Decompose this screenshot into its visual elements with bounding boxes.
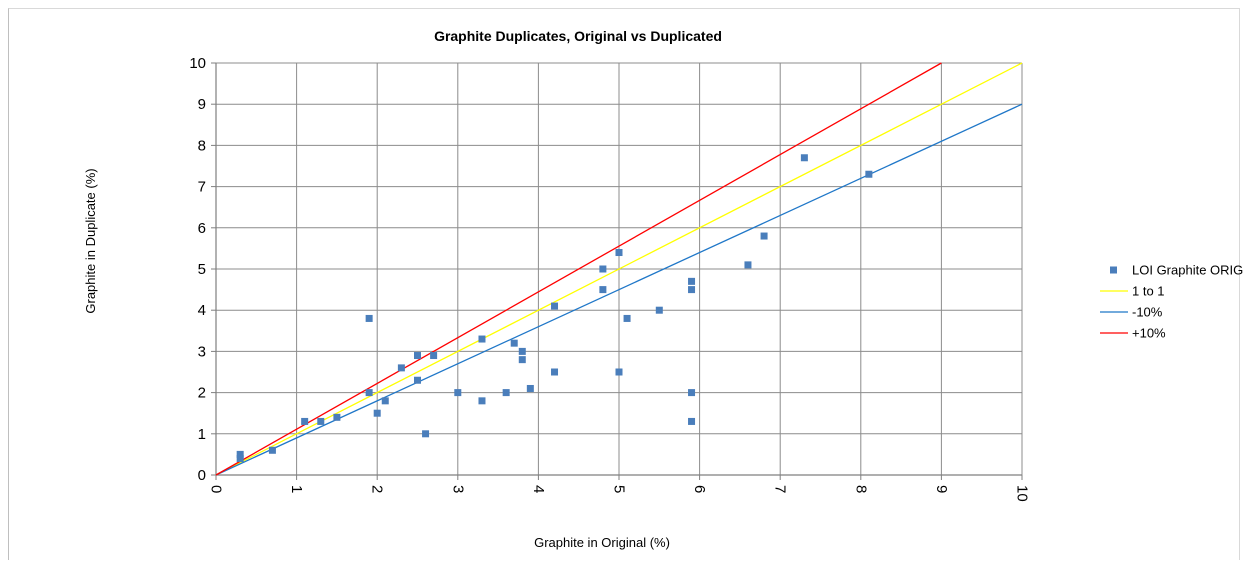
data-point bbox=[478, 397, 486, 405]
x-tick-label: 0 bbox=[208, 485, 225, 493]
data-point bbox=[688, 417, 696, 425]
series-line--10- bbox=[215, 62, 942, 476]
data-point bbox=[454, 389, 462, 397]
legend-item: +10% bbox=[1100, 326, 1166, 341]
data-point bbox=[365, 314, 373, 322]
data-point bbox=[381, 397, 389, 405]
data-point bbox=[510, 339, 518, 347]
data-point bbox=[422, 430, 430, 438]
data-point bbox=[655, 306, 663, 314]
x-tick-label: 2 bbox=[369, 485, 386, 493]
x-axis-ticks: 0 1 2 3 4 5 6 7 8 9 10 bbox=[208, 485, 1031, 502]
data-point bbox=[365, 389, 373, 397]
data-point bbox=[478, 335, 486, 343]
data-point bbox=[551, 368, 559, 376]
data-point bbox=[502, 389, 510, 397]
data-point bbox=[397, 364, 405, 372]
chart-frame bbox=[8, 8, 1240, 560]
series-line--10- bbox=[215, 103, 1023, 476]
data-point bbox=[268, 446, 276, 454]
legend-label: 1 to 1 bbox=[1132, 284, 1165, 299]
y-tick-label: 1 bbox=[198, 426, 206, 443]
data-point bbox=[599, 265, 607, 273]
data-point bbox=[615, 249, 623, 257]
y-tick-label: 6 bbox=[198, 220, 206, 237]
data-point bbox=[333, 413, 341, 421]
legend-item: -10% bbox=[1100, 305, 1163, 320]
data-point bbox=[414, 352, 421, 360]
legend-item: LOI Graphite ORIG bbox=[1110, 263, 1243, 278]
y-tick-label: 2 bbox=[198, 385, 206, 402]
legend-label: -10% bbox=[1132, 305, 1163, 320]
y-tick-label: 3 bbox=[198, 343, 206, 360]
legend-item: 1 to 1 bbox=[1100, 284, 1165, 299]
data-point bbox=[865, 170, 873, 178]
legend: LOI Graphite ORIG 1 to 1 -10% +10% bbox=[1100, 263, 1243, 341]
y-tick-label: 5 bbox=[198, 261, 206, 278]
data-point bbox=[760, 232, 768, 240]
data-point bbox=[301, 417, 309, 425]
y-tick-label: 10 bbox=[189, 55, 206, 72]
data-point bbox=[518, 356, 526, 364]
y-axis-ticks: 0 1 2 3 4 5 6 7 8 9 10 bbox=[189, 55, 206, 484]
data-point bbox=[688, 389, 696, 397]
data-point bbox=[236, 450, 244, 458]
data-point bbox=[615, 368, 623, 376]
data-point bbox=[414, 376, 421, 384]
data-point bbox=[551, 302, 559, 310]
x-tick-label: 1 bbox=[288, 485, 305, 493]
chart-title: Graphite Duplicates, Original vs Duplica… bbox=[434, 28, 722, 44]
legend-marker bbox=[1110, 266, 1117, 274]
series-line-1-to-1 bbox=[215, 62, 1023, 476]
data-point bbox=[688, 286, 696, 294]
data-point bbox=[599, 286, 607, 294]
data-point bbox=[623, 314, 631, 322]
data-point bbox=[430, 352, 438, 360]
x-tick-label: 8 bbox=[852, 485, 869, 493]
data-point bbox=[526, 384, 534, 392]
x-tick-label: 6 bbox=[691, 485, 708, 493]
x-tick-label: 3 bbox=[449, 485, 466, 493]
y-axis-label: Graphite in Duplicate (%) bbox=[83, 168, 98, 313]
y-tick-label: 8 bbox=[198, 137, 206, 154]
data-point bbox=[800, 154, 808, 162]
data-point bbox=[236, 455, 244, 463]
y-tick-label: 0 bbox=[198, 467, 206, 484]
legend-label: LOI Graphite ORIG bbox=[1132, 263, 1243, 278]
x-tick-label: 10 bbox=[1014, 485, 1031, 502]
x-tick-label: 4 bbox=[530, 485, 547, 493]
x-tick-label: 7 bbox=[772, 485, 789, 493]
data-point bbox=[518, 347, 526, 355]
x-tick-label: 5 bbox=[611, 485, 628, 493]
data-point bbox=[688, 277, 696, 285]
y-tick-label: 4 bbox=[198, 302, 206, 319]
data-point bbox=[744, 261, 752, 269]
reference-lines bbox=[215, 62, 1023, 476]
data-point bbox=[373, 409, 381, 417]
x-tick-label: 9 bbox=[933, 485, 950, 493]
data-points bbox=[236, 154, 873, 463]
y-tick-label: 9 bbox=[198, 96, 206, 113]
y-tick-label: 7 bbox=[198, 179, 206, 196]
x-axis-label: Graphite in Original (%) bbox=[534, 535, 670, 550]
data-point bbox=[317, 417, 325, 425]
legend-label: +10% bbox=[1132, 326, 1166, 341]
